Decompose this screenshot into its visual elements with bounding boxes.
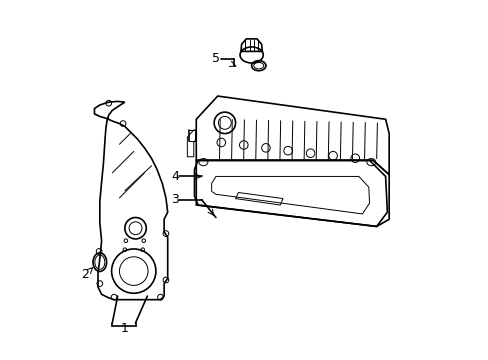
Text: 5: 5 [211, 52, 220, 65]
Text: 4: 4 [170, 170, 179, 183]
Text: 2: 2 [81, 268, 89, 281]
Text: 3: 3 [170, 193, 179, 206]
Text: 1: 1 [121, 322, 128, 335]
